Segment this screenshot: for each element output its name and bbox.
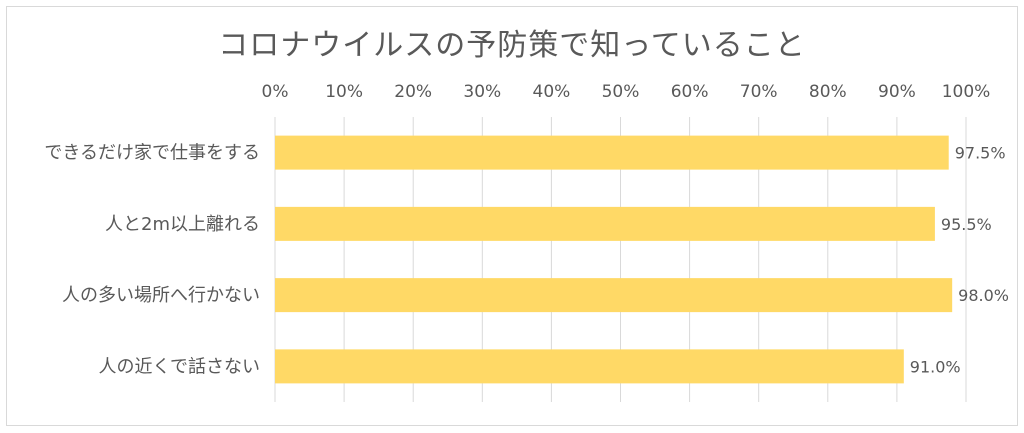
x-tick-label: 20% — [394, 82, 432, 102]
bar — [275, 349, 904, 384]
x-tick-label: 30% — [463, 82, 501, 102]
bar — [275, 278, 953, 313]
data-label: 95.5% — [941, 215, 992, 234]
category-label: 人と2m以上離れる — [105, 214, 260, 235]
x-tick-label: 80% — [809, 82, 847, 102]
x-tick-label: 100% — [942, 82, 991, 102]
data-label: 97.5% — [955, 144, 1006, 163]
data-label: 98.0% — [958, 286, 1009, 305]
x-tick-label: 60% — [671, 82, 709, 102]
bar — [275, 135, 949, 170]
category-label: できるだけ家で仕事をする — [44, 143, 260, 164]
x-tick-label: 50% — [602, 82, 640, 102]
x-tick-label: 0% — [262, 82, 289, 102]
chart-title: コロナウイルスの予防策で知っていること — [218, 28, 806, 63]
category-label: 人の近くで話さない — [99, 356, 260, 377]
category-label: 人の多い場所へ行かない — [62, 285, 260, 306]
bar — [275, 206, 935, 241]
x-tick-label: 70% — [740, 82, 778, 102]
x-tick-label: 10% — [325, 82, 363, 102]
x-tick-label: 90% — [878, 82, 916, 102]
x-tick-label: 40% — [533, 82, 571, 102]
data-label: 91.0% — [910, 357, 961, 376]
